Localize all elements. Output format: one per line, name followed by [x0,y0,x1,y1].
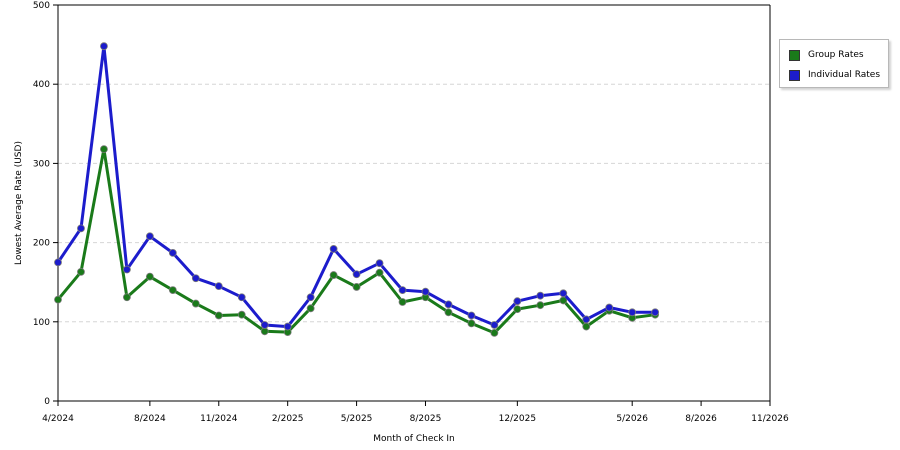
data-point-group-rates [191,299,200,308]
data-point-individual-rates [513,297,522,306]
data-point-group-rates [237,310,246,319]
data-point-individual-rates [191,274,200,283]
x-tick-label: 5/2026 [616,414,648,424]
data-point-individual-rates [467,311,476,320]
data-point-group-rates [444,308,453,317]
data-point-individual-rates [123,265,131,274]
data-point-group-rates [490,328,499,337]
data-point-individual-rates [168,248,177,257]
data-point-individual-rates [421,287,430,296]
series-lines [54,42,660,337]
data-point-individual-rates [100,42,108,51]
data-point-individual-rates [237,293,246,302]
x-tick-label: 12/2025 [499,414,536,424]
data-point-group-rates [513,305,522,314]
legend-swatch-individual-rates [789,69,800,81]
y-tick-label: 500 [33,1,50,11]
x-tick-label: 5/2025 [341,414,373,424]
data-point-group-rates [352,283,361,291]
tick-labels: 0 100 200 300 400 500 4/2024 8/2024 11/2024 2/202… [33,1,789,424]
data-point-group-rates [329,271,338,279]
data-point-individual-rates [54,258,62,267]
data-point-individual-rates [605,303,614,312]
data-point-individual-rates [214,282,223,291]
data-point-individual-rates [628,308,637,317]
data-point-group-rates [582,322,591,331]
data-point-group-rates [54,295,62,304]
data-point-individual-rates [398,286,407,295]
x-tick-label: 11/2024 [200,414,238,424]
y-tick-label: 300 [33,159,50,169]
data-point-individual-rates [490,321,499,329]
legend-swatch-group-rates [789,49,800,61]
data-point-group-rates [306,304,315,313]
data-point-group-rates [214,311,223,320]
legend: Group Rates Individual Rates [779,39,889,88]
data-point-individual-rates [283,322,292,331]
y-tick-label: 400 [33,80,50,90]
y-tick-label: 100 [33,318,50,328]
legend-item-individual-rates: Individual Rates [789,68,880,82]
x-tick-label: 11/2026 [751,414,789,424]
data-point-group-rates [145,272,154,281]
legend-label-group-rates: Group Rates [808,50,864,60]
data-point-individual-rates [77,224,85,233]
legend-item-group-rates: Group Rates [789,48,864,62]
data-point-individual-rates [375,259,384,268]
x-tick-label: 8/2026 [685,414,717,424]
data-point-group-rates [123,293,131,302]
x-tick-label: 2/2025 [272,414,304,424]
data-point-individual-rates [329,245,338,253]
y-axis-title: Lowest Average Rate (USD) [14,141,24,265]
data-point-individual-rates [260,321,269,329]
data-point-individual-rates [306,293,315,302]
data-point-individual-rates [559,289,568,298]
data-point-group-rates [77,268,85,276]
data-point-individual-rates [145,232,154,241]
data-point-group-rates [168,286,177,295]
data-point-individual-rates [651,308,660,317]
y-tick-label: 200 [33,239,50,249]
x-tick-label: 8/2024 [134,414,166,424]
data-point-group-rates [375,268,384,277]
y-tick-label: 0 [44,397,50,407]
x-tick-label: 8/2025 [410,414,442,424]
axes [53,4,771,406]
data-point-individual-rates [582,315,591,324]
data-point-group-rates [100,145,108,154]
data-point-individual-rates [536,291,545,300]
x-axis-title: Month of Check In [373,434,455,444]
legend-label-individual-rates: Individual Rates [808,70,881,80]
data-point-individual-rates [444,300,453,309]
data-point-group-rates [398,298,407,306]
data-point-group-rates [536,301,545,310]
data-point-group-rates [467,319,476,328]
data-point-individual-rates [352,270,361,279]
x-tick-label: 4/2024 [42,414,74,424]
